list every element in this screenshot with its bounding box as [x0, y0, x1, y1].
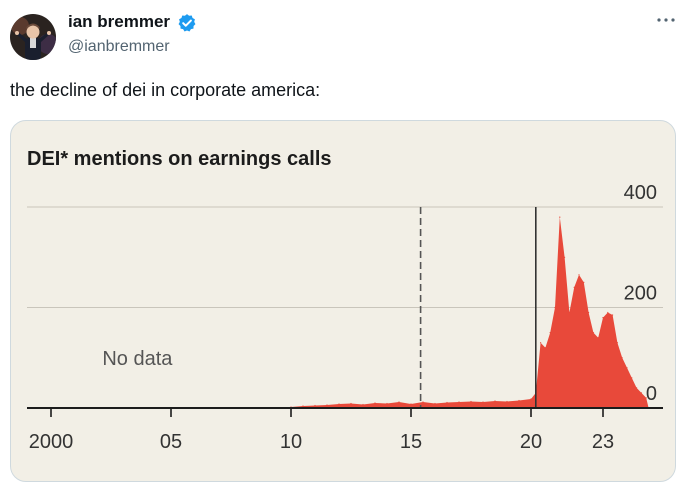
- data-point-15: [458, 401, 460, 403]
- data-point-39: [616, 342, 619, 344]
- data-point-29: [568, 311, 571, 314]
- x-tick-label-2010: 10: [280, 431, 302, 453]
- data-point-6: [350, 402, 352, 405]
- data-point-7: [362, 403, 364, 406]
- data-point-23: [540, 342, 542, 344]
- data-point-10: [398, 401, 400, 403]
- y-tick-label-400: 400: [624, 182, 657, 204]
- area-series-0: [281, 217, 649, 408]
- x-tick-label-2000: 2000: [29, 431, 74, 453]
- data-point-35: [597, 337, 599, 339]
- y-tick-label-200: 200: [624, 283, 657, 305]
- data-point-17: [482, 401, 484, 403]
- author-avatar[interactable]: [10, 14, 56, 60]
- y-tick-label-0: 0: [646, 383, 657, 405]
- data-point-40: [621, 357, 623, 359]
- data-point-4: [326, 404, 328, 406]
- data-point-34: [592, 332, 595, 334]
- tweet-text: the decline of dei in corporate america:: [10, 80, 321, 100]
- data-point-2: [302, 405, 304, 407]
- data-point-19: [506, 400, 508, 403]
- avatar-image: [10, 14, 56, 60]
- data-point-5: [338, 403, 340, 405]
- data-point-20: [518, 399, 520, 402]
- data-point-8: [374, 402, 376, 404]
- data-point-25: [549, 332, 551, 334]
- data-point-32: [583, 281, 585, 283]
- x-tick-label-2023: 23: [592, 431, 614, 453]
- data-point-44: [640, 392, 643, 394]
- data-point-45: [645, 397, 647, 399]
- data-point-27: [559, 216, 561, 218]
- chart-title: DEI* mentions on earnings calls: [27, 148, 332, 170]
- data-point-9: [386, 402, 388, 405]
- data-point-38: [612, 314, 614, 316]
- data-point-42: [631, 377, 633, 379]
- data-point-14: [446, 401, 448, 404]
- data-point-43: [636, 387, 638, 389]
- data-point-41: [626, 367, 628, 369]
- data-point-26: [554, 306, 556, 309]
- data-point-37: [607, 311, 609, 314]
- x-tick-label-2015: 15: [400, 431, 422, 453]
- verified-badge-icon: [178, 14, 196, 32]
- x-tick-label-2020: 20: [520, 431, 542, 453]
- data-point-21: [530, 398, 532, 400]
- data-point-16: [470, 400, 472, 403]
- data-point-28: [564, 256, 566, 258]
- data-point-24: [544, 347, 547, 349]
- chart-canvas: DEI* mentions on earnings calls 0 200 400 2…: [27, 148, 663, 453]
- data-point-31: [578, 274, 580, 276]
- data-point-33: [588, 311, 590, 314]
- data-point-11: [410, 403, 412, 405]
- x-tick-label-2005: 05: [160, 431, 182, 453]
- data-point-18: [494, 400, 496, 402]
- data-point-13: [434, 402, 436, 405]
- author-name[interactable]: ian bremmer: [68, 12, 171, 31]
- author-handle[interactable]: @ianbremmer: [68, 38, 170, 55]
- tweet-media-chart[interactable]: DEI* mentions on earnings calls 0 200 400 2…: [10, 120, 676, 482]
- data-point-36: [602, 317, 604, 319]
- data-point-3: [314, 404, 316, 407]
- more-options-icon[interactable]: [654, 8, 678, 32]
- data-point-30: [573, 286, 575, 288]
- annotation-no-data: No data: [102, 348, 173, 370]
- data-point-12: [422, 401, 424, 403]
